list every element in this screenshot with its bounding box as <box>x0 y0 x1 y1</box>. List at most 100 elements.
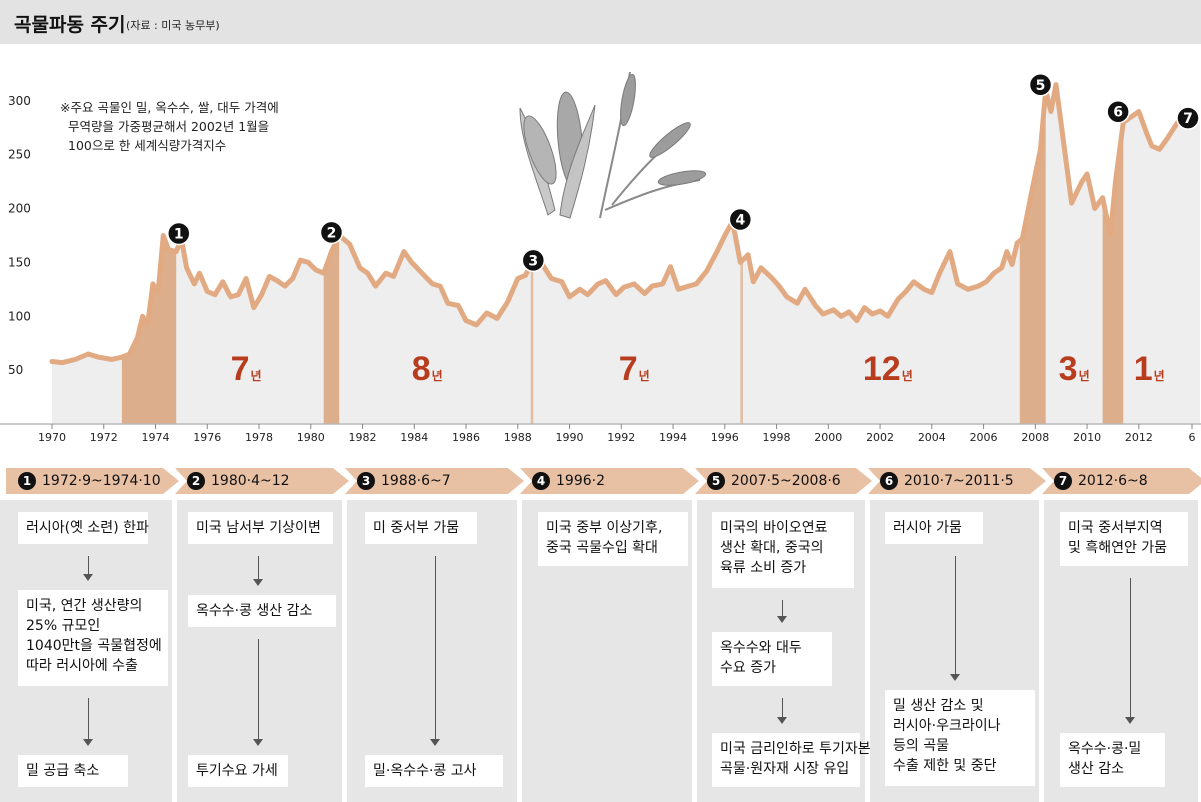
svg-text:5: 5 <box>1036 78 1046 94</box>
flow-arrow-head <box>1125 717 1135 724</box>
period-number-badge: 2 <box>187 472 205 490</box>
cause-box: 러시아 가뭄 <box>885 512 983 544</box>
period-dates: 2007·5~2008·6 <box>731 473 841 489</box>
period-dates: 1980·4~12 <box>211 473 290 489</box>
period-arrow <box>868 468 1046 494</box>
crisis-band <box>740 259 743 424</box>
period-number-badge: 3 <box>357 472 375 490</box>
period-dates: 1996·2 <box>556 473 605 489</box>
period-arrow-bar <box>6 468 1201 494</box>
x-tick-label: 1982 <box>349 431 377 444</box>
period-label: 5 2007·5~2008·6 <box>707 470 841 492</box>
flow-arrow <box>782 698 783 721</box>
flow-arrow <box>435 556 436 743</box>
svg-text:4: 4 <box>735 212 745 228</box>
cause-box: 러시아(옛 소련) 한파 <box>18 512 149 544</box>
x-tick-label: 1986 <box>452 431 480 444</box>
crisis-marker: 3 <box>521 248 546 273</box>
period-number-badge: 4 <box>532 472 550 490</box>
crisis-band <box>1102 122 1124 425</box>
period-arrow <box>6 468 179 494</box>
flow-arrow-head <box>83 739 93 746</box>
x-axis: 1970 1972 1974 1976 1978 1980 1982 1984 1986 1988… <box>38 424 1196 444</box>
period-dates: 2012·6~8 <box>1078 473 1148 489</box>
period-arrow <box>1042 468 1201 494</box>
period-label: 7 2012·6~8 <box>1054 470 1148 492</box>
period-detail-panel <box>347 500 517 802</box>
period-dates: 2010·7~2011·5 <box>904 473 1014 489</box>
x-tick-label: 1984 <box>400 431 428 444</box>
period-label: 2 1980·4~12 <box>187 470 290 492</box>
svg-text:3: 3 <box>528 253 538 269</box>
period-label: 1 1972·9~1974·10 <box>18 470 161 492</box>
index-line <box>49 82 1191 366</box>
source-note: (자료 : 미국 농무부) <box>126 19 220 32</box>
x-tick-label: 2006 <box>970 431 998 444</box>
crisis-marker: 5 <box>1028 73 1053 97</box>
flow-arrow <box>955 556 956 678</box>
x-tick-label: 1992 <box>607 431 635 444</box>
period-label: 4 1996·2 <box>532 470 605 492</box>
note-line: 무역량을 가중평균해서 2002년 1월을 <box>68 119 270 134</box>
y-tick-label: 100 <box>8 309 31 323</box>
chart-title: 곡물파동 주기 <box>14 14 126 36</box>
period-detail-panel <box>177 500 342 802</box>
period-arrow <box>345 468 524 494</box>
period-arrow <box>695 468 872 494</box>
cause-box: 투기수요 가세 <box>188 755 288 787</box>
flow-arrow <box>782 600 783 620</box>
flow-arrow-head <box>950 674 960 681</box>
note-line: ※주요 곡물인 밀, 옥수수, 쌀, 대두 가격에 <box>60 100 279 115</box>
x-tick-label: 1974 <box>142 431 170 444</box>
crisis-band <box>1019 90 1046 424</box>
x-tick-label: 2000 <box>814 431 842 444</box>
cause-box: 밀 생산 감소 및 러시아·우크라이나 등의 곡물 수출 제한 및 중단 <box>885 690 1035 786</box>
crisis-marker: 1 <box>167 221 191 246</box>
flow-arrow <box>258 556 259 583</box>
x-tick-label: 1980 <box>297 431 325 444</box>
crisis-band <box>530 260 534 424</box>
period-arrow <box>175 468 349 494</box>
crisis-band <box>121 241 177 424</box>
flow-arrow-head <box>83 574 93 581</box>
x-tick-label: 2002 <box>866 431 894 444</box>
crisis-marker: 4 <box>728 207 753 232</box>
title-bar: 곡물파동 주기 (자료 : 미국 농무부) <box>0 0 1201 44</box>
x-tick-label: 1990 <box>556 431 584 444</box>
flow-arrow <box>258 639 259 743</box>
flow-arrow-head <box>777 616 787 623</box>
x-tick-label: 1998 <box>763 431 791 444</box>
crisis-markers: 1 2 3 4 5 6 7 <box>167 73 1200 273</box>
flow-arrow <box>1130 578 1131 721</box>
x-tick-label: 2008 <box>1021 431 1049 444</box>
period-number-badge: 5 <box>707 472 725 490</box>
svg-text:1: 1 <box>174 226 184 242</box>
y-tick-label: 300 <box>8 94 31 108</box>
y-axis: 50 100 150 200 250 300 <box>8 94 31 377</box>
svg-text:6: 6 <box>1113 105 1123 121</box>
y-tick-label: 50 <box>8 363 23 377</box>
cause-box: 옥수수·콩·밀 생산 감소 <box>1060 733 1165 787</box>
period-dates: 1972·9~1974·10 <box>42 473 161 489</box>
grain-illustration <box>519 71 707 219</box>
y-tick-label: 150 <box>8 255 31 269</box>
x-tick-label: 1976 <box>193 431 221 444</box>
flow-arrow-head <box>430 739 440 746</box>
note-line: 100으로 한 세계식량가격지수 <box>68 138 227 153</box>
cause-box: 밀 공급 축소 <box>18 755 128 787</box>
flow-arrow <box>88 698 89 743</box>
period-number-badge: 1 <box>18 472 36 490</box>
flow-arrow-head <box>253 739 263 746</box>
cause-box: 옥수수·콩 생산 감소 <box>188 595 336 627</box>
crisis-band <box>323 235 340 424</box>
crisis-marker: 6 <box>1106 99 1130 124</box>
x-tick-label: 2012 <box>1125 431 1153 444</box>
period-arrow <box>520 468 699 494</box>
crisis-marker: 7 <box>1176 106 1200 130</box>
cause-box: 밀·옥수수·콩 고사 <box>365 755 503 787</box>
flow-arrow-head <box>777 717 787 724</box>
cause-box: 미국의 바이오연료 생산 확대, 중국의 육류 소비 증가 <box>712 512 854 588</box>
y-tick-label: 250 <box>8 148 31 162</box>
period-label: 6 2010·7~2011·5 <box>880 470 1014 492</box>
